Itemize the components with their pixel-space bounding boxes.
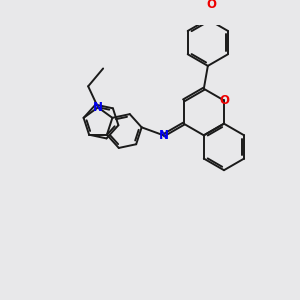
Text: N: N: [93, 101, 103, 114]
Text: O: O: [207, 0, 217, 11]
Text: O: O: [219, 94, 229, 107]
Text: N: N: [158, 129, 169, 142]
